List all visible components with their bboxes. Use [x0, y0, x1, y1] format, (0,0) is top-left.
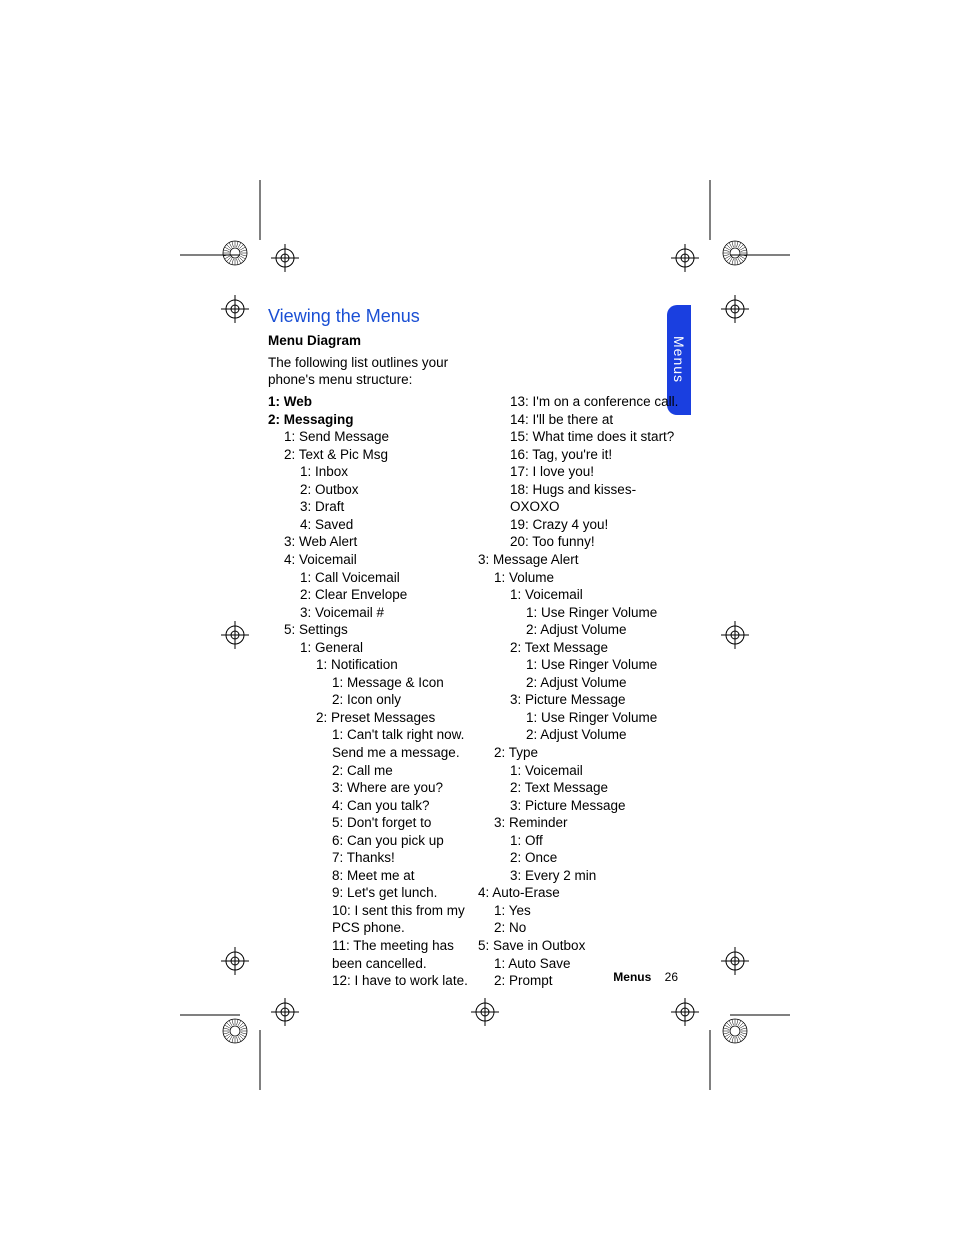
menu-item: 2: Adjust Volume [478, 674, 688, 692]
menu-item: 19: Crazy 4 you! [478, 516, 688, 534]
menu-item: 1: Call Voicemail [268, 569, 478, 587]
registration-cross-icon [471, 998, 499, 1026]
menu-item: 3: Draft [268, 498, 478, 516]
footer-label: Menus [613, 970, 651, 984]
menu-item: 15: What time does it start? [478, 428, 688, 446]
menu-item: 3: Where are you? [268, 779, 478, 797]
registration-compass-icon [721, 239, 749, 267]
menu-item: 3: Picture Message [478, 797, 688, 815]
menu-item: 16: Tag, you're it! [478, 446, 688, 464]
section-subheading: Menu Diagram [268, 332, 690, 350]
menu-item: 10: I sent this from my PCS phone. [268, 902, 478, 937]
menu-item: 8: Meet me at [268, 867, 478, 885]
menu-item: 1: Web [268, 393, 478, 411]
menu-column-right: 13: I'm on a conference call.14: I'll be… [478, 393, 688, 990]
menu-item: 2: Outbox [268, 481, 478, 499]
footer-page-number: 26 [665, 970, 678, 984]
menu-item: 3: Web Alert [268, 533, 478, 551]
registration-compass-icon [221, 1017, 249, 1045]
registration-cross-icon [271, 244, 299, 272]
menu-item: 1: Voicemail [478, 586, 688, 604]
registration-cross-icon [721, 295, 749, 323]
page-footer: Menus 26 [268, 970, 678, 984]
menu-item: 2: Preset Messages [268, 709, 478, 727]
menu-item: 3: Message Alert [478, 551, 688, 569]
menu-item: 6: Can you pick up [268, 832, 478, 850]
menu-item: 2: No [478, 919, 688, 937]
menu-item: 2: Call me [268, 762, 478, 780]
menu-item: 9: Let's get lunch. [268, 884, 478, 902]
menu-item: 17: I love you! [478, 463, 688, 481]
page-content: Viewing the Menus Menu Diagram The follo… [268, 305, 690, 990]
menu-item: 2: Adjust Volume [478, 621, 688, 639]
menu-item: 1: Notification [268, 656, 478, 674]
menu-item: 5: Save in Outbox [478, 937, 688, 955]
registration-cross-icon [271, 998, 299, 1026]
intro-text: The following list outlines your phone's… [268, 354, 468, 389]
menu-item: 4: Saved [268, 516, 478, 534]
menu-item: 1: Send Message [268, 428, 478, 446]
registration-cross-icon [721, 947, 749, 975]
menu-item: 4: Auto-Erase [478, 884, 688, 902]
menu-item: 3: Reminder [478, 814, 688, 832]
registration-cross-icon [671, 998, 699, 1026]
menu-column-left: 1: Web2: Messaging1: Send Message2: Text… [268, 393, 478, 990]
menu-item: 1: Use Ringer Volume [478, 709, 688, 727]
menu-item: 4: Voicemail [268, 551, 478, 569]
menu-item: 5: Settings [268, 621, 478, 639]
menu-item: 3: Picture Message [478, 691, 688, 709]
registration-cross-icon [221, 295, 249, 323]
registration-compass-icon [721, 1017, 749, 1045]
menu-item: 2: Text Message [478, 779, 688, 797]
menu-item: 1: Use Ringer Volume [478, 604, 688, 622]
registration-cross-icon [221, 621, 249, 649]
menu-item: 4: Can you talk? [268, 797, 478, 815]
menu-item: 20: Too funny! [478, 533, 688, 551]
menu-item: 2: Clear Envelope [268, 586, 478, 604]
menu-item: 1: Inbox [268, 463, 478, 481]
menu-item: 1: Volume [478, 569, 688, 587]
registration-cross-icon [671, 244, 699, 272]
page-title: Viewing the Menus [268, 305, 690, 328]
menu-item: 2: Once [478, 849, 688, 867]
menu-item: 2: Adjust Volume [478, 726, 688, 744]
menu-item: 18: Hugs and kisses-OXOXO [478, 481, 688, 516]
menu-item: 2: Messaging [268, 411, 478, 429]
registration-cross-icon [721, 621, 749, 649]
menu-item: 3: Voicemail # [268, 604, 478, 622]
menu-item: 5: Don't forget to [268, 814, 478, 832]
menu-item: 2: Text & Pic Msg [268, 446, 478, 464]
menu-item: 13: I'm on a conference call. [478, 393, 688, 411]
menu-item: 1: Message & Icon [268, 674, 478, 692]
menu-item: 3: Every 2 min [478, 867, 688, 885]
menu-item: 1: Can't talk right now. Send me a messa… [268, 726, 478, 761]
menu-item: 14: I'll be there at [478, 411, 688, 429]
menu-item: 1: Yes [478, 902, 688, 920]
registration-cross-icon [221, 947, 249, 975]
menu-item: 2: Icon only [268, 691, 478, 709]
menu-item: 1: Off [478, 832, 688, 850]
menu-item: 11: The meeting has been cancelled. [268, 937, 478, 972]
registration-compass-icon [221, 239, 249, 267]
menu-item: 1: Voicemail [478, 762, 688, 780]
menu-item: 2: Type [478, 744, 688, 762]
menu-item: 7: Thanks! [268, 849, 478, 867]
menu-item: 1: General [268, 639, 478, 657]
menu-item: 1: Use Ringer Volume [478, 656, 688, 674]
menu-columns: 1: Web2: Messaging1: Send Message2: Text… [268, 393, 690, 990]
menu-item: 2: Text Message [478, 639, 688, 657]
